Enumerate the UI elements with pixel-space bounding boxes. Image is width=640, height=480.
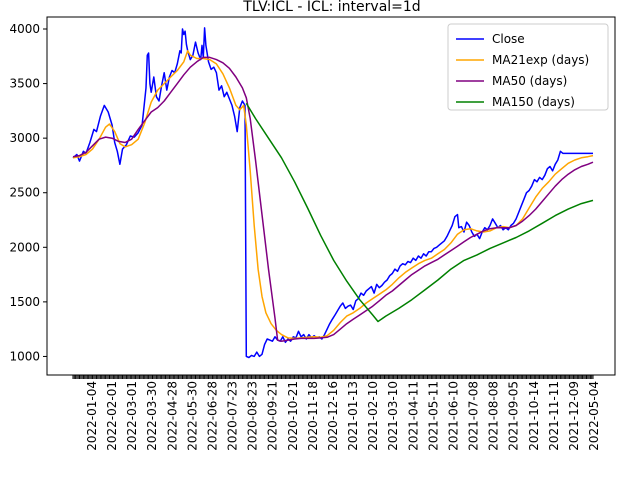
x-tick-label-15: 2021-03-10 (386, 381, 400, 451)
x-tick-label-10: 2020-10-21 (286, 381, 300, 451)
legend-box (447, 23, 609, 111)
y-tick-label-0: 1000 (9, 349, 40, 363)
x-tick-label-14: 2021-02-10 (366, 381, 380, 451)
x-tick-label-23: 2021-11-11 (547, 381, 561, 451)
x-tick-label-25: 2022-05-04 (587, 381, 601, 451)
x-tick-label-12: 2020-12-16 (326, 381, 340, 451)
x-tick-label-2: 2022-03-01 (125, 381, 139, 451)
x-tick-label-5: 2022-05-30 (185, 381, 199, 451)
y-tick-label-6: 4000 (9, 22, 40, 36)
y-tick-label-4: 3000 (9, 131, 40, 145)
x-tick-label-7: 2020-07-23 (226, 381, 240, 451)
y-tick-label-2: 2000 (9, 240, 40, 254)
y-tick-label-1: 1500 (9, 295, 40, 309)
legend-label-2: MA50 (days) (492, 74, 567, 88)
x-tick-label-17: 2021-05-11 (426, 381, 440, 451)
x-tick-label-8: 2020-08-23 (246, 381, 260, 451)
y-tick-label-3: 2500 (9, 186, 40, 200)
x-tick-label-18: 2021-06-10 (446, 381, 460, 451)
chart-title: TLV:ICL - ICL: interval=1d (242, 0, 420, 15)
x-tick-label-9: 2020-09-21 (266, 381, 280, 451)
x-tick-label-11: 2020-11-18 (306, 381, 320, 451)
x-tick-label-6: 2022-06-28 (205, 381, 219, 451)
x-axis: 2022-01-04 2022-02-01 2022-03-01 2022-03-30… (72, 375, 601, 451)
x-tick-label-16: 2021-04-11 (406, 381, 420, 451)
y-axis: 1000 1500 2000 2500 3000 3500 4000 (9, 22, 47, 363)
x-tick-label-1: 2022-02-01 (105, 381, 119, 451)
x-tick-label-13: 2021-01-13 (346, 381, 360, 451)
x-tick-label-3: 2022-03-30 (145, 381, 159, 451)
legend-label-0: Close (492, 32, 525, 46)
y-tick-label-5: 3500 (9, 77, 40, 91)
x-tick-label-0: 2022-01-04 (85, 381, 99, 451)
x-tick-label-20: 2021-08-08 (487, 381, 501, 451)
series-line-3 (245, 102, 594, 323)
x-tick-label-19: 2021-07-08 (467, 381, 481, 451)
legend-label-3: MA150 (days) (492, 95, 575, 109)
x-tick-label-24: 2021-12-09 (567, 381, 581, 451)
x-tick-label-22: 2021-10-14 (527, 381, 541, 451)
series-line-2 (72, 56, 594, 342)
x-tick-label-4: 2022-04-28 (165, 381, 179, 451)
legend-label-1: MA21exp (days) (492, 53, 589, 67)
legend: Close MA21exp (days) MA50 (days) MA150 (day… (447, 23, 609, 111)
series-layer (72, 27, 594, 359)
x-tick-label-21: 2021-09-05 (507, 381, 521, 451)
